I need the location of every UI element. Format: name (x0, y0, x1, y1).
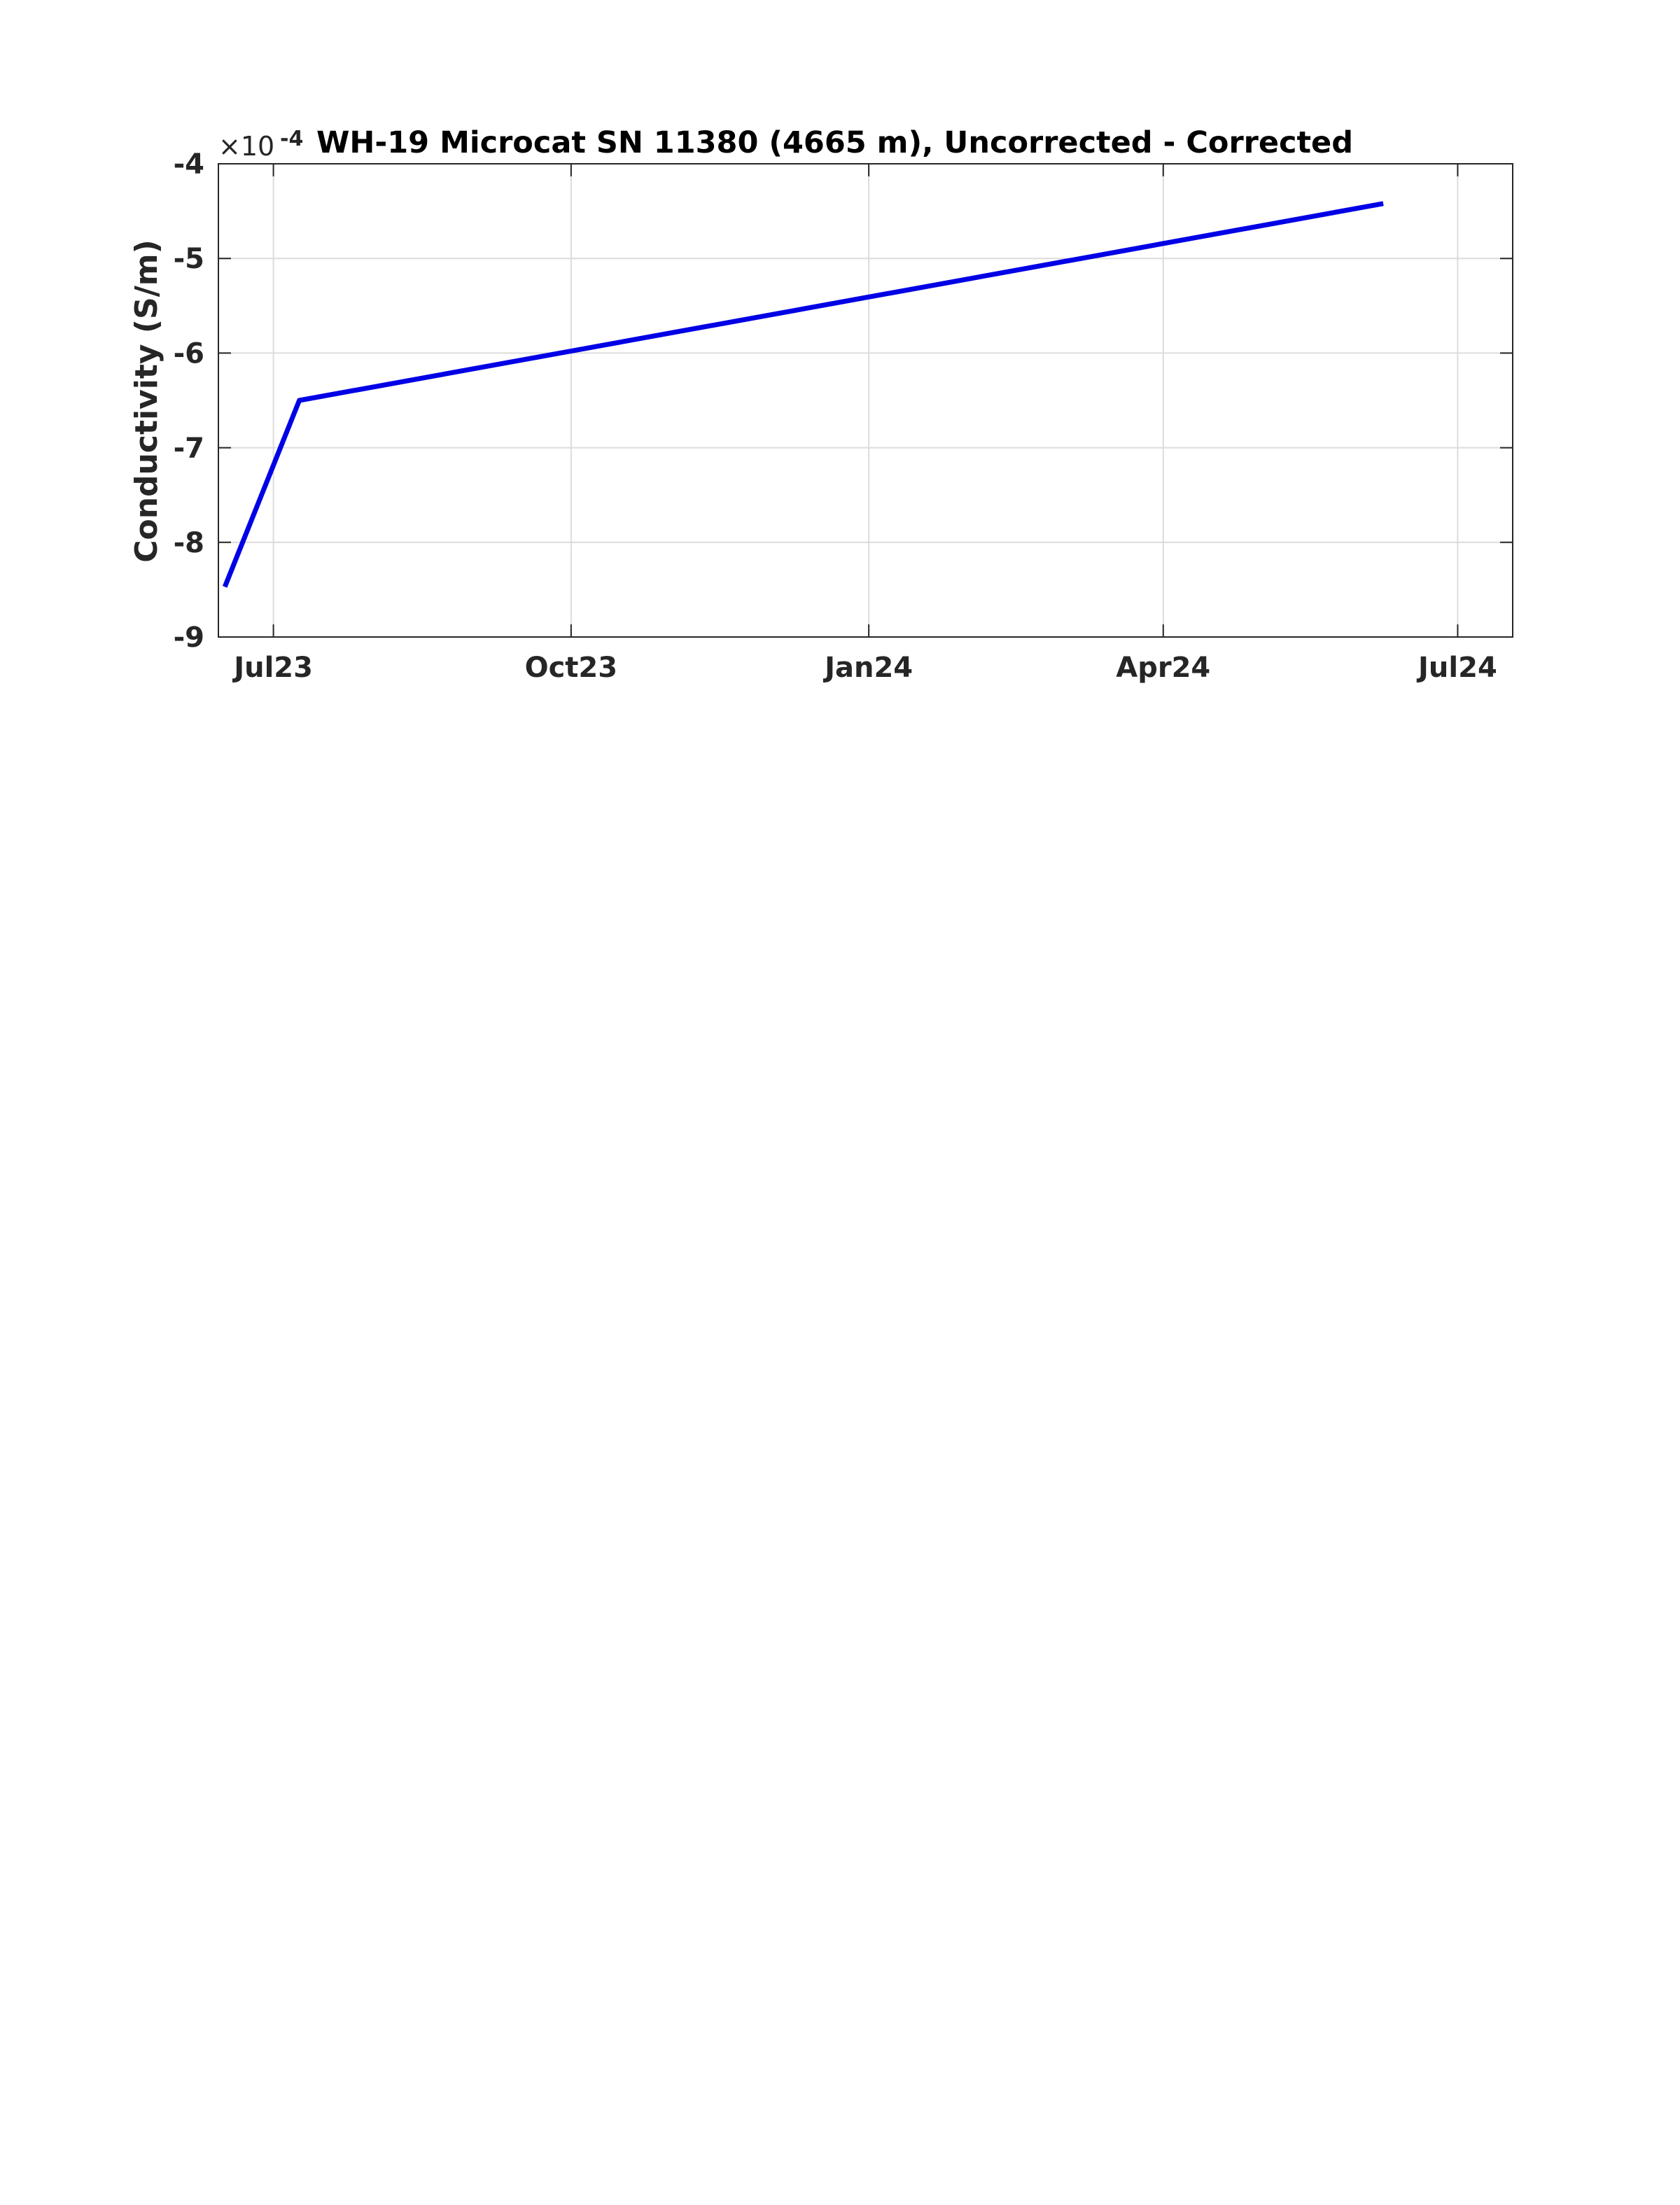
x-tick-label: Jan24 (822, 652, 913, 684)
x-tick-label: Oct23 (525, 652, 618, 684)
ticks (218, 163, 1513, 638)
y-tick-label: -9 (174, 622, 204, 654)
y-exponent-prefix: ×10 (218, 131, 274, 162)
series-line (222, 201, 1384, 588)
axes-box (218, 163, 1513, 638)
x-tick-labels: Jul23 Oct23 Jan24 Apr24 Jul24 (232, 652, 1497, 684)
y-tick-label: -4 (174, 148, 204, 181)
y-tick-label: -6 (174, 337, 204, 370)
y-tick-label: -8 (174, 527, 204, 559)
y-axis-label: Conductivity (S/m) (129, 239, 164, 562)
y-tick-labels: -9 -8 -7 -6 -5 -4 (174, 148, 204, 654)
x-tick-label: Jul24 (1416, 652, 1497, 684)
x-tick-label: Apr24 (1116, 652, 1210, 684)
y-exponent-superscript: -4 (280, 127, 303, 151)
y-tick-label: -7 (174, 433, 204, 465)
y-tick-label: -5 (174, 243, 204, 275)
plot-area (222, 201, 1384, 588)
chart-title: WH-19 Microcat SN 11380 (4665 m), Uncorr… (316, 125, 1353, 160)
x-tick-label: Jul23 (232, 652, 313, 684)
